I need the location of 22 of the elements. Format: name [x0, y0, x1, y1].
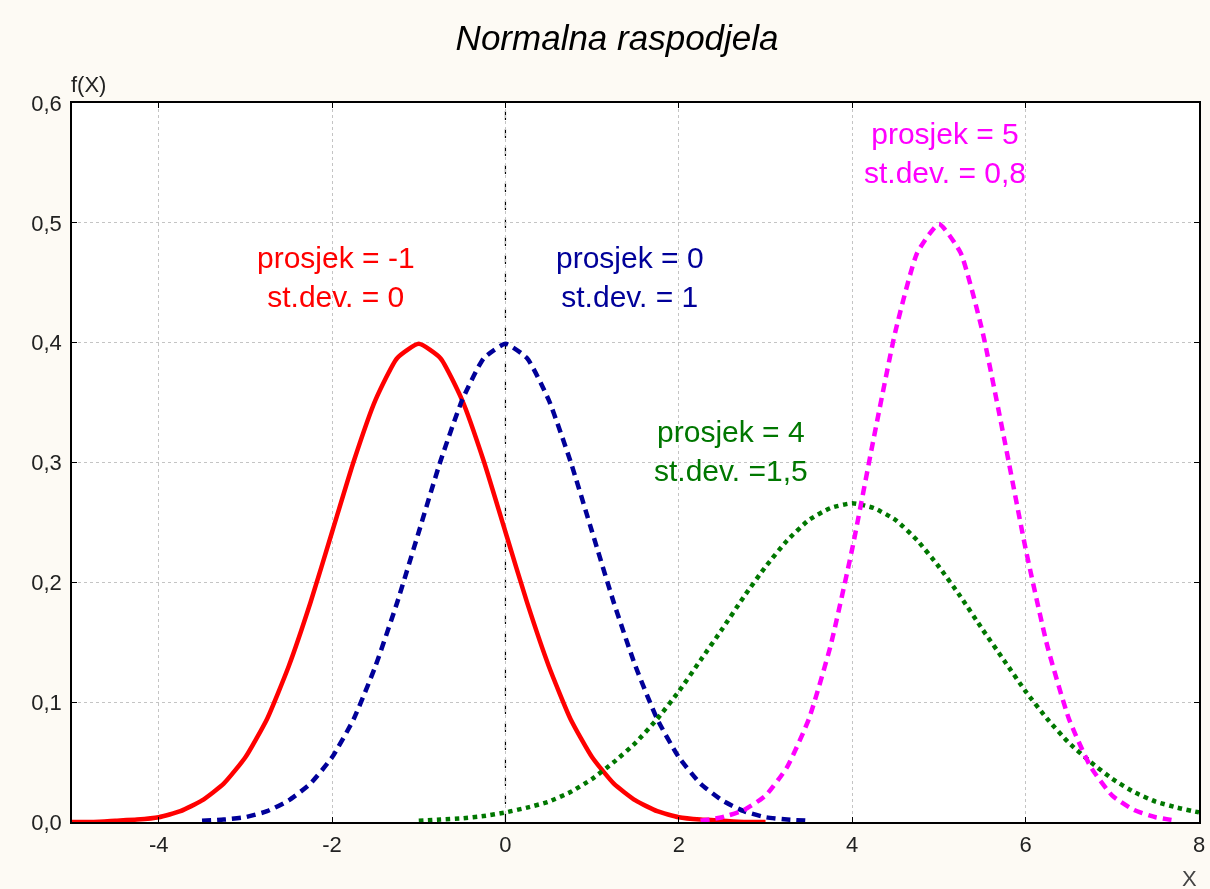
- x-tick-label: 8: [1192, 832, 1206, 858]
- series-label: prosjek = -1 st.dev. = 0: [257, 241, 415, 313]
- y-tick-label: 0,6: [31, 90, 62, 116]
- line-series: [416, 500, 1199, 822]
- x-tick-label: -2: [322, 832, 342, 858]
- x-tick-label: 4: [846, 832, 859, 858]
- y-tick-label: 0,0: [31, 809, 62, 835]
- y-axis-title: f(X): [71, 72, 107, 97]
- chart-title: Normalna raspodjela: [455, 17, 779, 57]
- series-label: prosjek = 4 st.dev. =1,5: [654, 415, 808, 487]
- y-tick-label: 0,5: [31, 210, 62, 236]
- x-tick-label: -4: [148, 832, 169, 858]
- y-tick-label: 0,2: [31, 570, 62, 596]
- y-tick-label: 0,4: [31, 330, 62, 356]
- series-label: prosjek = 0 st.dev. = 1: [556, 241, 704, 313]
- y-tick-label: 0,1: [31, 689, 62, 715]
- y-tick-label: 0,3: [31, 450, 62, 476]
- x-tick-label: 0: [499, 832, 512, 858]
- x-tick-label: 2: [672, 832, 685, 858]
- x-axis-title: X: [1182, 866, 1197, 889]
- text: prosjek = 5 st.dev. = 0,8: [864, 117, 1027, 189]
- x-tick-label: 6: [1019, 832, 1032, 858]
